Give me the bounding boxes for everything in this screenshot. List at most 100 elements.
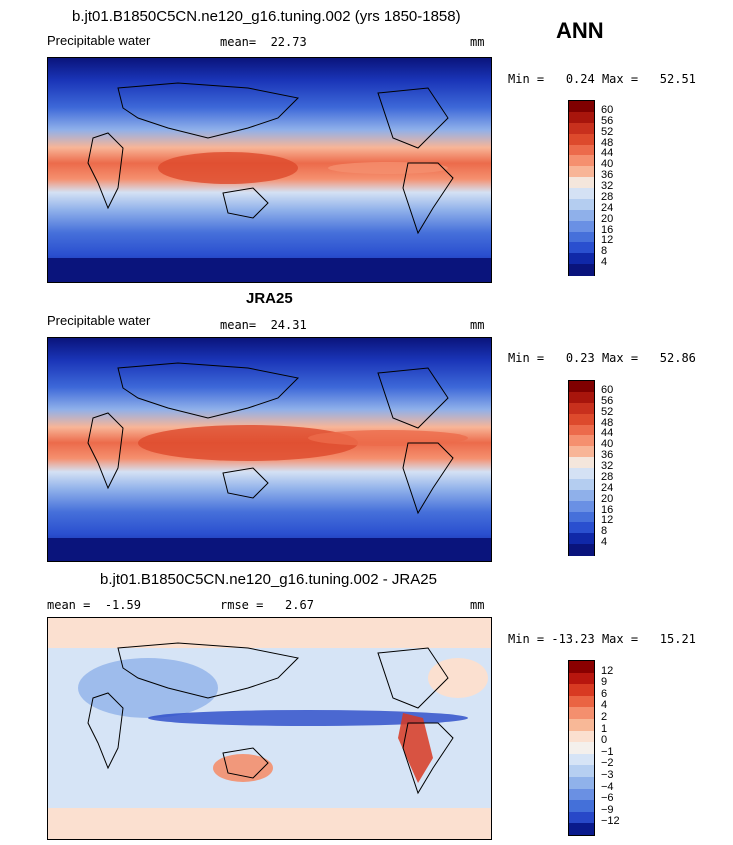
colorbar-swatch [569,209,594,222]
colorbar-swatch [569,661,594,674]
panel-2-minmax: Min = 0.23 Max = 52.86 [508,351,696,365]
colorbar-tick-label: 28 [601,190,614,203]
panel-2-colorbar [568,380,595,556]
colorbar-tick-label: 44 [601,427,614,440]
colorbar-swatch [569,788,594,801]
colorbar-swatch [569,489,594,502]
colorbar-tick-label: 8 [601,525,608,538]
colorbar-swatch [569,533,594,545]
colorbar-tick-label: 36 [601,449,614,462]
panel-2-title: JRA25 [246,290,293,307]
colorbar-swatch [569,177,594,189]
colorbar-tick-label: 52 [601,125,614,138]
panel-1-map [47,57,492,283]
colorbar-tick-label: 12 [601,234,614,247]
colorbar-tick-label: 24 [601,201,614,214]
colorbar-swatch [569,144,594,156]
colorbar-swatch [569,446,594,458]
colorbar-tick-label: −9 [601,803,614,816]
colorbar-tick-label: −1 [601,745,614,758]
colorbar-tick-label: 48 [601,136,614,149]
colorbar-tick-label: 44 [601,147,614,160]
colorbar-tick-label: 8 [601,245,608,258]
colorbar-tick-label: 16 [601,503,614,516]
colorbar-swatch [569,672,594,685]
colorbar-swatch [569,101,594,113]
panel-2-max-value: 52.86 [659,351,696,365]
colorbar-swatch [569,188,594,200]
colorbar-swatch [569,231,594,243]
colorbar-swatch [569,468,594,480]
colorbar-tick-label: −2 [601,757,614,770]
colorbar-tick-label: 0 [601,734,608,747]
colorbar-tick-label: 40 [601,438,614,451]
colorbar-tick-label: 4 [601,699,608,712]
colorbar-swatch [569,424,594,436]
panel-1-title: b.jt01.B1850C5CN.ne120_g16.tuning.002 (y… [72,8,461,25]
panel-3-map [47,617,492,840]
panel-1-mean-label: mean= 22.73 [220,35,307,49]
colorbar-tick-label: 60 [601,103,614,116]
colorbar-swatch [569,544,594,556]
colorbar-swatch [569,478,594,491]
colorbar-swatch [569,133,594,145]
panel-2-variable-label: Precipitable water [47,313,151,328]
colorbar-tick-label: 32 [601,180,614,192]
colorbar-tick-label: 6 [601,687,608,700]
colorbar-swatch [569,457,594,469]
colorbar-swatch [569,264,594,276]
panel-3-rmse-value: 2.67 [285,598,314,612]
colorbar-swatch [569,753,594,766]
colorbar-swatch [569,522,594,534]
colorbar-swatch [569,684,594,697]
colorbar-swatch [569,695,594,708]
colorbar-swatch [569,511,594,523]
colorbar-tick-label: 12 [601,664,614,677]
colorbar-swatch [569,777,594,790]
colorbar-tick-label: 20 [601,492,614,505]
colorbar-swatch [569,800,594,813]
colorbar-swatch [569,707,594,720]
colorbar-swatch [569,155,594,167]
colorbar-swatch [569,220,594,232]
panel-1-mean-value: 22.73 [270,35,307,49]
colorbar-swatch [569,253,594,265]
colorbar-tick-label: 40 [601,158,614,171]
panel-3-title: b.jt01.B1850C5CN.ne120_g16.tuning.002 - … [100,571,437,588]
panel-3-max-value: 15.21 [659,632,696,646]
colorbar-swatch [569,435,594,447]
colorbar-swatch [569,122,594,135]
colorbar-tick-label: −12 [601,815,620,828]
panel-2-mean-value: 24.31 [270,318,307,332]
colorbar-swatch [569,111,594,124]
colorbar-swatch [569,823,594,836]
panel-2-min-value: 0.23 [565,351,595,365]
colorbar-tick-label: −6 [601,792,614,805]
colorbar-swatch [569,500,594,512]
colorbar-swatch [569,242,594,254]
colorbar-tick-label: 9 [601,676,608,689]
colorbar-swatch [569,765,594,778]
colorbar-swatch [569,730,594,743]
panel-3-min-value: -13.23 [551,632,595,646]
panel-3-mean-value: -1.59 [104,598,141,612]
panel-1-max-value: 52.51 [659,72,696,86]
colorbar-tick-label: 48 [601,416,614,429]
panel-2-map [47,337,492,562]
colorbar-tick-label: 4 [601,536,608,549]
colorbar-swatch [569,811,594,824]
colorbar-swatch [569,381,594,393]
panel-2-units: mm [470,318,485,332]
panel-3-units: mm [470,598,485,612]
panel-1-variable-label: Precipitable water [47,33,151,48]
panel-3-rmse-label: rmse = 2.67 [220,598,314,612]
panel-1-min-value: 0.24 [565,72,595,86]
colorbar-tick-label: 56 [601,394,614,407]
colorbar-swatch [569,391,594,404]
colorbar-tick-label: 24 [601,481,614,494]
colorbar-tick-label: 32 [601,460,614,472]
panel-1-units: mm [470,35,485,49]
colorbar-swatch [569,402,594,415]
panel-2-mean-label: mean= 24.31 [220,318,307,332]
panel-1-colorbar [568,100,595,276]
